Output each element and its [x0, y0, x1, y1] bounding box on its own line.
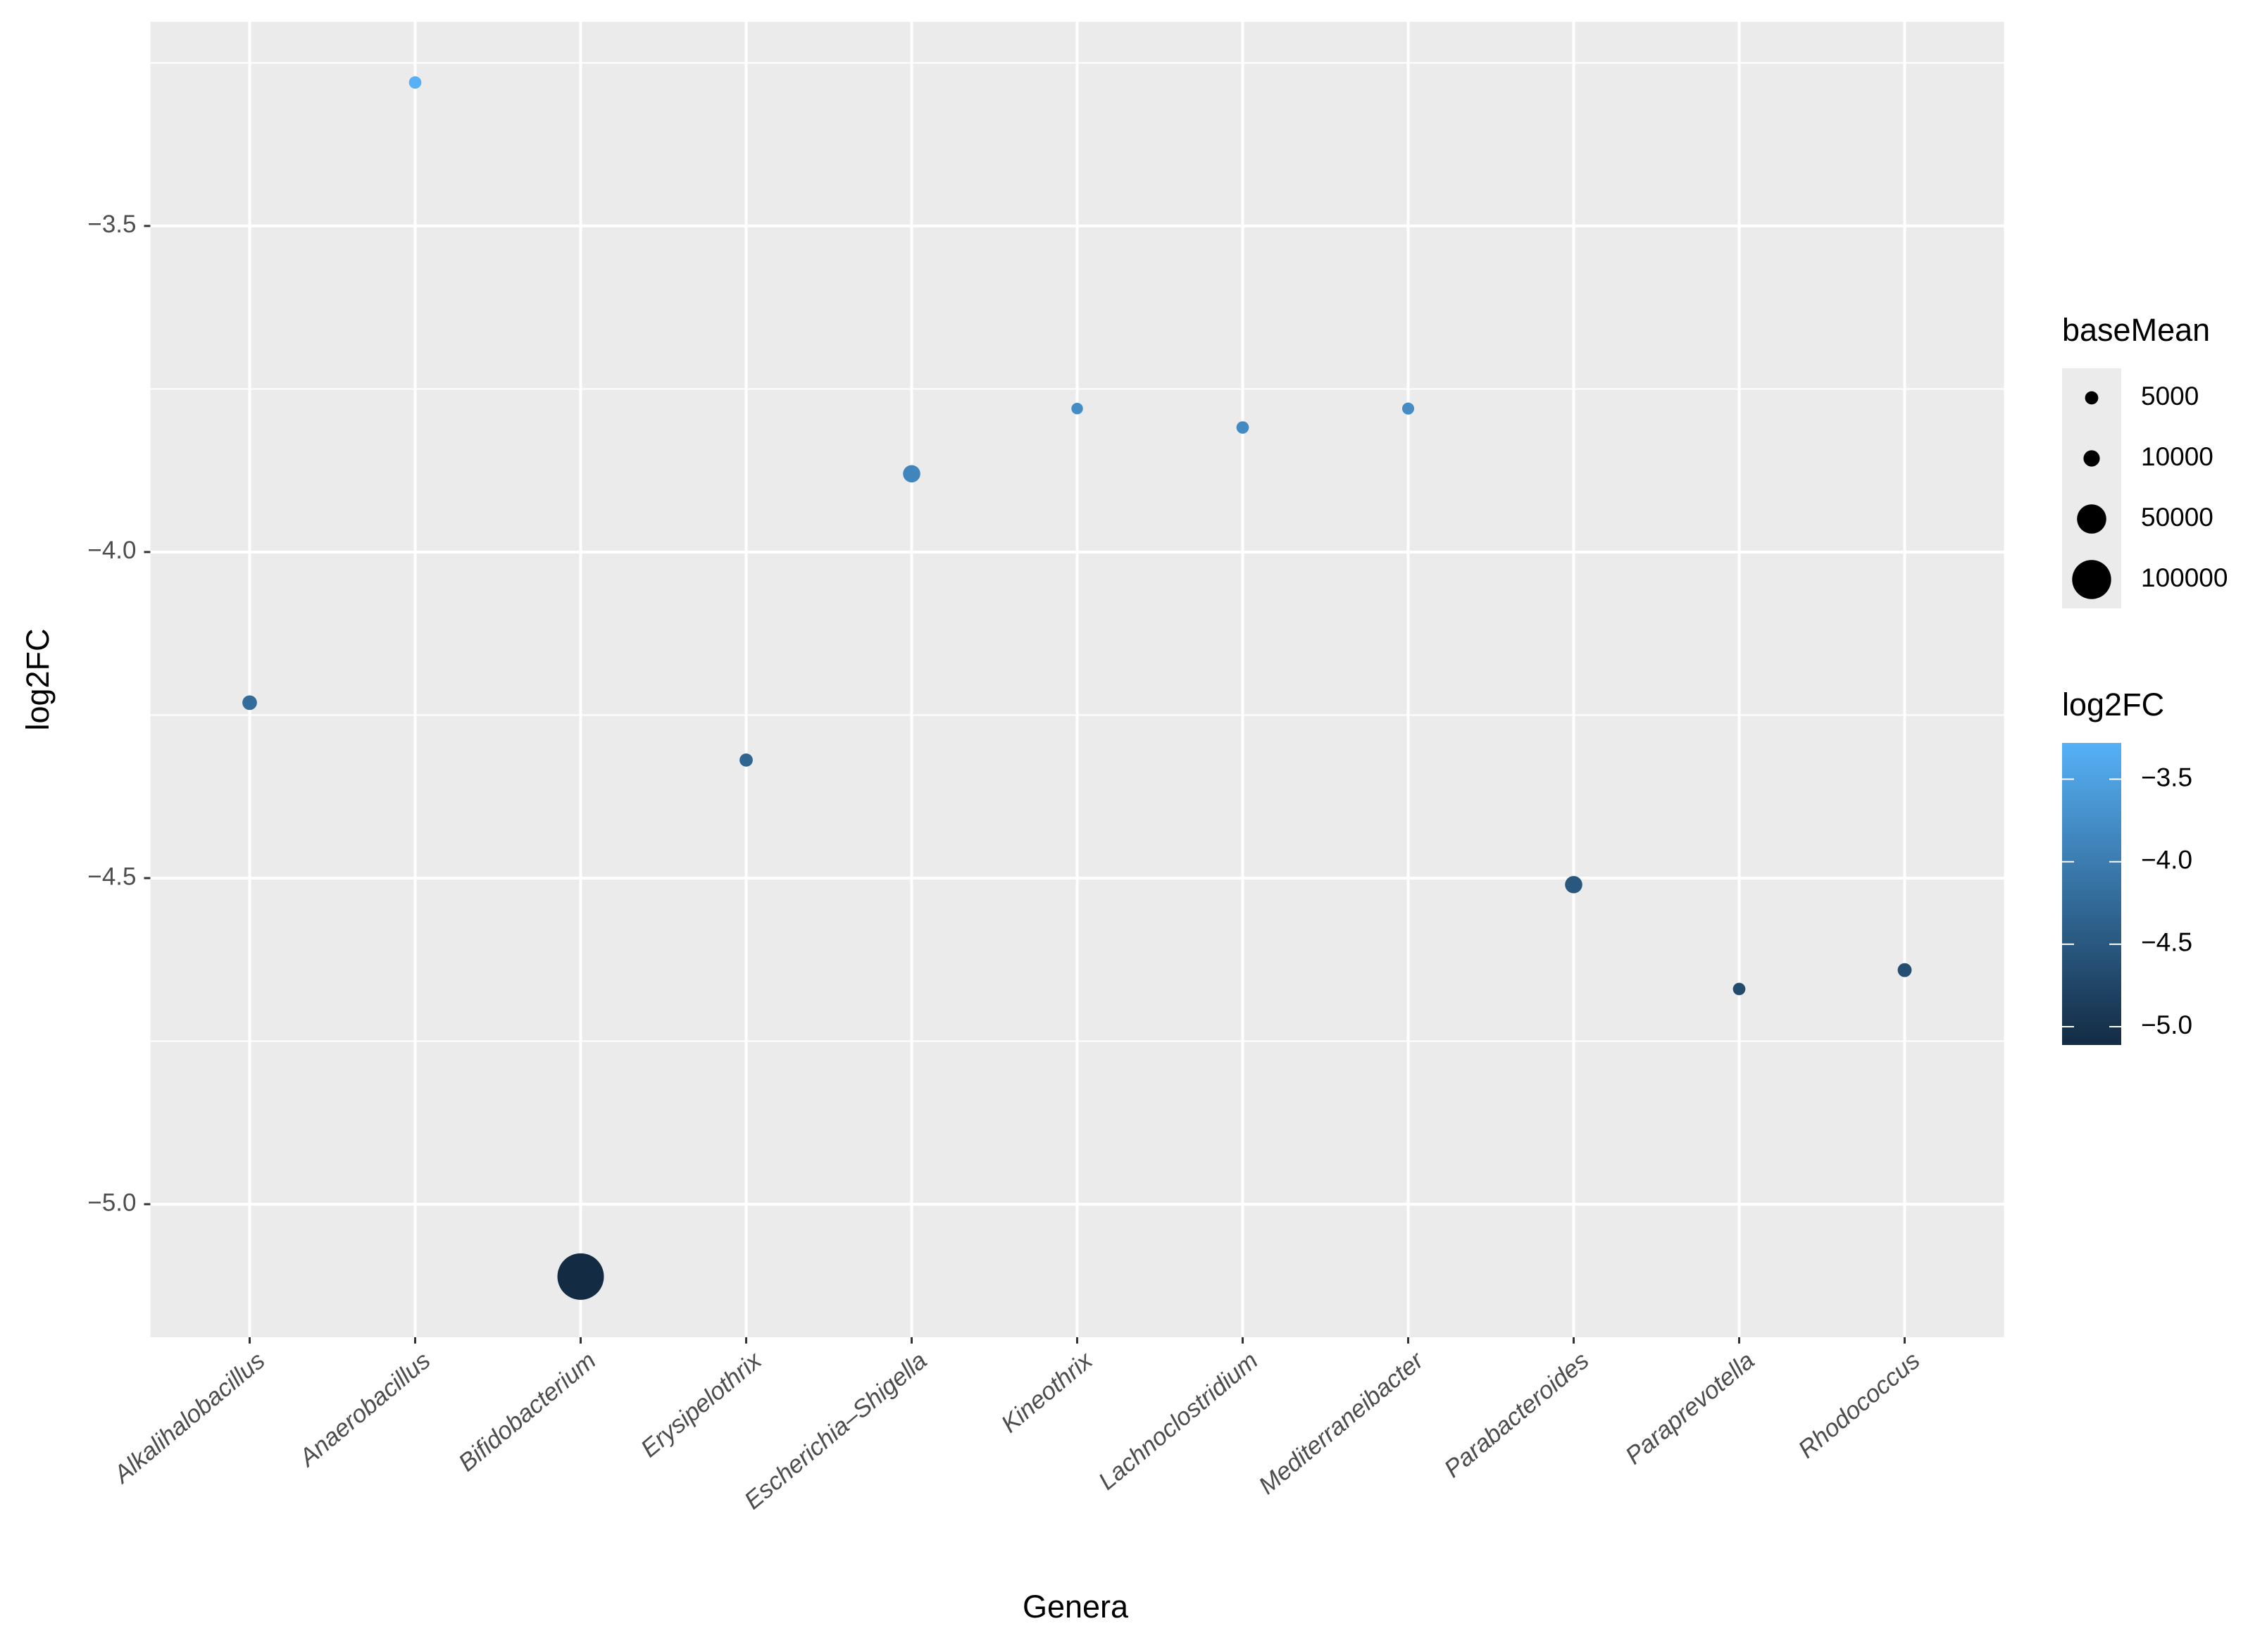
point	[1071, 402, 1083, 415]
x-tick-label: Paraprevotella	[1620, 1346, 1760, 1470]
y-tick-label: −4.0	[87, 537, 136, 564]
point	[1732, 982, 1746, 996]
x-tick-label: Rhodococcus	[1793, 1346, 1925, 1463]
y-tick-label: −4.5	[87, 863, 136, 890]
x-tick-label: Anaerobacillus	[293, 1346, 435, 1472]
colorbar-label: −3.5	[2141, 763, 2192, 791]
x-tick-label: Lachnoclostridium	[1093, 1346, 1263, 1495]
x-axis-title: Genera	[1023, 1589, 1129, 1625]
point	[408, 76, 422, 89]
x-tick-label: Escherichia–Shigella	[739, 1346, 932, 1515]
x-tick-label: Kineothrix	[996, 1346, 1098, 1438]
legend-key	[2085, 391, 2099, 405]
point	[242, 695, 257, 711]
colorbar-label: −5.0	[2141, 1010, 2192, 1039]
colorbar-label: −4.0	[2141, 845, 2192, 874]
point	[903, 465, 920, 483]
legend-label: 50000	[2141, 503, 2213, 532]
legend-label: 10000	[2141, 442, 2213, 471]
legend-key	[2072, 560, 2111, 599]
legend-key	[2083, 450, 2100, 467]
colorbar-label: −4.5	[2141, 928, 2192, 957]
point	[1401, 402, 1415, 415]
legend-label: 100000	[2141, 563, 2228, 592]
y-tick-label: −3.5	[87, 211, 136, 238]
x-tick-label: Mediterraneibacter	[1254, 1346, 1430, 1499]
point	[557, 1253, 604, 1300]
point	[739, 753, 753, 767]
colorbar	[2062, 743, 2121, 1045]
point	[1565, 875, 1582, 894]
legend-label: 5000	[2141, 382, 2199, 411]
y-tick-label: −5.0	[87, 1189, 136, 1216]
x-tick-label: Bifidobacterium	[454, 1346, 601, 1477]
size-legend-title: baseMean	[2062, 312, 2210, 348]
color-legend-title: log2FC	[2062, 687, 2164, 722]
legend-key	[2077, 504, 2106, 534]
point	[1897, 963, 1912, 977]
point	[1236, 421, 1249, 434]
x-tick-label: Parabacteroides	[1439, 1346, 1594, 1483]
x-tick-label: Erysipelothrix	[636, 1346, 768, 1463]
x-tick-label: Alkalihalobacillus	[108, 1346, 270, 1489]
y-axis-title: log2FC	[20, 628, 56, 730]
